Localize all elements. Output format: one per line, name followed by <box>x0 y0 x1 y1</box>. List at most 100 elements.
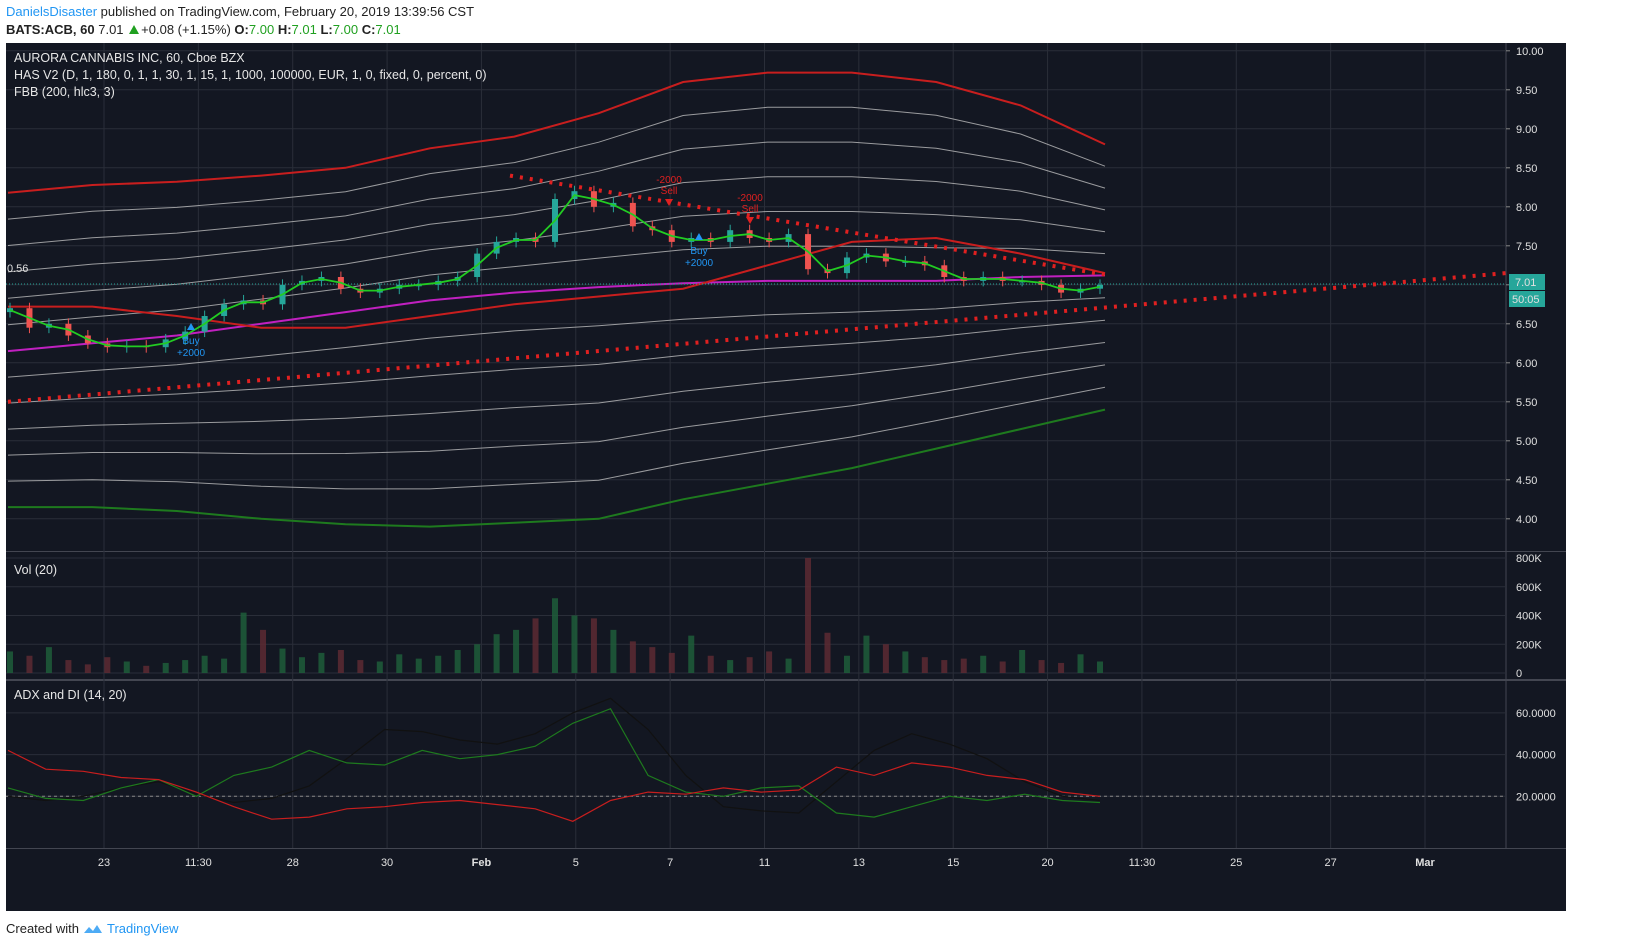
adx-pane-title: ADX and DI (14, 20) <box>14 688 127 702</box>
price-tick-label: 5.50 <box>1516 397 1537 409</box>
price-tick-label: 4.00 <box>1516 514 1537 526</box>
volume-bar <box>182 660 189 673</box>
volume-tick-label: 600K <box>1516 582 1542 594</box>
fbb-legend: FBB (200, hlc3, 3) <box>14 85 115 99</box>
volume-bar <box>454 650 461 673</box>
inner-band-upper <box>7 106 1106 220</box>
low-value: 7.00 <box>332 22 359 37</box>
volume-bar <box>1077 654 1084 673</box>
volume-pane-title: Vol (20) <box>14 563 57 577</box>
time-tick-label: 15 <box>947 857 959 869</box>
time-tick-label: 25 <box>1230 857 1242 869</box>
price-tick-label: 7.50 <box>1516 241 1537 253</box>
volume-bar <box>1058 662 1065 673</box>
inner-band-lower <box>7 364 1106 456</box>
price-badge: 7.01 <box>1515 277 1536 289</box>
volume-bar <box>201 655 208 673</box>
middle-band <box>7 274 1106 353</box>
volume-bar <box>532 618 539 673</box>
inner-band-lower <box>7 319 1106 404</box>
lower-band <box>8 408 1106 528</box>
volume-bar <box>552 598 558 673</box>
volume-bar <box>143 665 150 673</box>
up-arrow-icon <box>129 25 140 34</box>
buy-arrow-icon <box>695 233 703 240</box>
signal-label: Buy <box>690 246 707 257</box>
volume-bar <box>766 651 773 673</box>
tradingview-link[interactable]: TradingView <box>106 921 179 936</box>
volume-bar <box>668 652 675 673</box>
volume-bar <box>240 612 247 673</box>
signal-label: Sell <box>742 204 759 215</box>
price-tick-label: 6.50 <box>1516 319 1537 331</box>
volume-bar <box>396 654 403 673</box>
upper-band <box>7 71 1106 194</box>
time-tick-label: 27 <box>1325 857 1337 869</box>
time-tick-label: 11 <box>759 857 770 869</box>
pane-separator <box>6 551 1566 552</box>
support-dots <box>7 271 1507 404</box>
volume-bar <box>493 634 500 673</box>
adx-series-line <box>7 707 1101 818</box>
time-tick-label: 11:30 <box>185 857 212 869</box>
time-tick-label: 5 <box>573 857 579 869</box>
volume-bars <box>7 558 1103 673</box>
inner-band-lower <box>7 342 1106 430</box>
time-tick-label: 7 <box>667 857 673 869</box>
volume-bar <box>65 660 72 673</box>
price-tick-label: 5.00 <box>1516 436 1537 448</box>
price-badge-bg <box>1509 274 1545 290</box>
volume-bar <box>415 658 422 673</box>
volume-bar <box>45 647 52 673</box>
author-link[interactable]: DanielsDisaster <box>6 4 98 19</box>
time-tick-label: Feb <box>472 857 492 869</box>
inner-band-upper <box>7 245 1106 326</box>
volume-bar <box>785 658 792 673</box>
volume-tick-label: 200K <box>1516 639 1542 651</box>
axes: 10.009.509.008.508.007.507.006.506.005.5… <box>98 46 1556 869</box>
adx-tick-label: 60.0000 <box>1516 708 1556 720</box>
adx-series-line <box>7 697 1101 814</box>
volume-tick-label: 800K <box>1516 553 1542 565</box>
chart-background <box>6 43 1566 911</box>
volume-bar <box>571 615 578 673</box>
volume-bar <box>727 660 734 673</box>
volume-bar <box>843 655 850 673</box>
volume-bar <box>474 644 481 673</box>
volume-bar <box>649 647 656 673</box>
volume-tick-label: 400K <box>1516 611 1542 623</box>
price-tick-label: 9.50 <box>1516 85 1537 97</box>
volume-bar <box>1038 660 1045 673</box>
time-badge: 50:05 <box>1512 294 1540 306</box>
volume-bar <box>746 657 753 673</box>
time-tick-label: 28 <box>287 857 299 869</box>
last-price: 7.01 <box>98 22 124 37</box>
volume-bar <box>882 644 889 673</box>
inner-band-upper <box>7 141 1106 246</box>
volume-bar <box>318 652 325 673</box>
volume-bar <box>279 648 286 673</box>
volume-bar <box>902 651 909 673</box>
price-tick-label: 8.50 <box>1516 163 1537 175</box>
signal-label: Buy <box>182 336 199 347</box>
volume-bar <box>999 661 1006 673</box>
sell-arrow-icon <box>665 199 673 206</box>
has-legend: HAS V2 (D, 1, 180, 0, 1, 1, 30, 1, 15, 1… <box>14 68 487 82</box>
volume-bar <box>980 655 987 673</box>
created-with: Created with <box>6 921 79 936</box>
signal-qty: +2000 <box>685 258 714 269</box>
time-tick-label: 13 <box>853 857 865 869</box>
inner-band-lower <box>7 297 1106 378</box>
price-tick-label: 8.00 <box>1516 202 1537 214</box>
high-value: 7.01 <box>291 22 317 37</box>
volume-bar <box>863 635 870 673</box>
price-tick-label: 10.00 <box>1516 46 1544 58</box>
price-tick-label: 9.00 <box>1516 124 1537 136</box>
price-change: +0.08 (+1.15%) <box>141 22 231 37</box>
volume-bar <box>513 629 520 673</box>
volume-bar <box>435 655 442 673</box>
sell-arrow-icon <box>746 217 754 224</box>
volume-bar <box>590 618 597 673</box>
volume-bar <box>629 641 636 673</box>
